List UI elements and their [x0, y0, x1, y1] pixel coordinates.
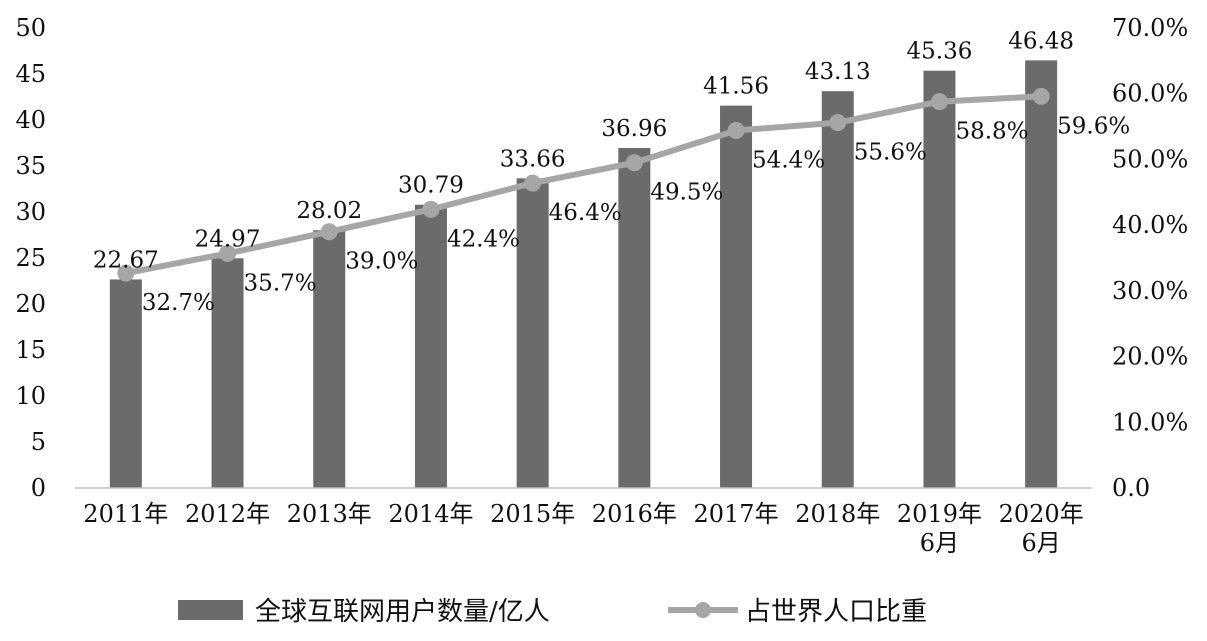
y-left-tick-label: 30 — [15, 198, 46, 226]
line-point — [524, 174, 542, 192]
bar — [923, 70, 956, 489]
line-path — [125, 93, 1042, 277]
line-point — [930, 93, 948, 111]
line-point — [1032, 87, 1050, 105]
category-label: 2019年 6月 — [897, 500, 982, 557]
right-axis-ticks: 0.0 10.0% 20.0% 30.0% 40.0% 50.0% 60.0% 70.0% — [1112, 14, 1188, 502]
y-right-tick-label: 60.0% — [1112, 80, 1188, 108]
category-label: 2016年 — [592, 500, 677, 528]
bar-value-label: 43.13 — [805, 59, 871, 85]
category-label: 2017年 — [694, 500, 779, 528]
y-left-tick-label: 35 — [15, 152, 46, 180]
bar-value-label: 28.02 — [296, 198, 362, 224]
bar-value-label: 24.97 — [195, 226, 261, 252]
line-point — [320, 223, 338, 241]
category-label: 2018年 — [795, 500, 880, 528]
y-right-tick-label: 50.0% — [1112, 145, 1188, 173]
bar — [313, 230, 346, 488]
bar — [720, 105, 753, 488]
y-right-tick-label: 30.0% — [1112, 277, 1188, 305]
bar-series — [109, 60, 1058, 489]
y-left-tick-label: 45 — [15, 60, 46, 88]
bar-value-label: 41.56 — [703, 74, 769, 100]
line-value-label: 54.4% — [752, 148, 825, 174]
bar-value-label: 45.36 — [907, 39, 973, 65]
line-point — [727, 122, 745, 140]
line-value-label: 39.0% — [345, 249, 418, 275]
bar — [821, 91, 854, 488]
line-value-label: 35.7% — [244, 270, 317, 296]
legend-swatch-marker — [695, 602, 711, 618]
line-point — [625, 154, 643, 172]
category-label: 2014年 — [388, 500, 473, 528]
y-right-tick-label: 40.0% — [1112, 211, 1188, 239]
legend-label-line: 占世界人口比重 — [745, 597, 927, 627]
line-value-label: 55.6% — [854, 140, 927, 166]
legend-label-bars: 全球互联网用户数量/亿人 — [255, 597, 550, 627]
bar — [1025, 60, 1058, 488]
y-right-tick-label: 20.0% — [1112, 343, 1188, 371]
line-point — [117, 264, 135, 282]
category-axis: 2011年 2012年 2013年 2014年 2015年 2016年 2017年 2018年… — [83, 500, 1083, 557]
line-value-label: 59.6% — [1057, 113, 1130, 139]
line-value-label: 42.4% — [447, 226, 520, 252]
y-right-tick-label: 70.0% — [1112, 14, 1188, 42]
y-left-tick-label: 15 — [15, 336, 46, 364]
bar-data-labels: 22.67 24.97 28.02 30.79 33.66 36.96 41.56 43.13… — [93, 28, 1074, 273]
line-series — [117, 87, 1050, 282]
bar-value-label: 22.67 — [93, 247, 159, 273]
legend-swatch-bars — [178, 600, 243, 620]
category-label: 2015年 — [490, 500, 575, 528]
line-point — [829, 114, 847, 132]
y-left-tick-label: 50 — [15, 14, 46, 42]
y-right-tick-label: 10.0% — [1112, 408, 1188, 436]
y-right-tick-label: 0.0 — [1112, 474, 1150, 502]
bar — [109, 279, 142, 488]
line-value-label: 32.7% — [142, 290, 215, 316]
y-left-tick-label: 25 — [15, 244, 46, 272]
category-label: 2012年 — [185, 500, 270, 528]
y-left-tick-label: 0 — [31, 474, 46, 502]
bar — [414, 204, 447, 488]
line-point — [219, 244, 237, 262]
y-left-tick-label: 10 — [15, 382, 46, 410]
line-data-labels: 32.7% 35.7% 39.0% 42.4% 46.4% 49.5% 54.4% 55.6%… — [142, 113, 1130, 316]
bar-value-label: 46.48 — [1008, 28, 1074, 54]
legend: 全球互联网用户数量/亿人 占世界人口比重 — [178, 597, 927, 627]
category-label: 2011年 — [83, 500, 168, 528]
bar — [618, 147, 651, 488]
bar-value-label: 36.96 — [601, 116, 667, 142]
bar-value-label: 33.66 — [500, 146, 566, 172]
y-left-tick-label: 40 — [15, 106, 46, 134]
y-left-tick-label: 20 — [15, 290, 46, 318]
line-value-label: 49.5% — [650, 180, 723, 206]
left-axis-ticks: 0 5 10 15 20 25 30 35 40 45 50 — [15, 14, 46, 502]
category-label: 2013年 — [287, 500, 372, 528]
category-label: 2020年 6月 — [999, 500, 1084, 557]
line-value-label: 46.4% — [549, 200, 622, 226]
y-left-tick-label: 5 — [31, 428, 46, 456]
bar — [211, 258, 244, 488]
line-value-label: 58.8% — [955, 119, 1028, 145]
line-point — [422, 200, 440, 218]
bar-value-label: 30.79 — [398, 173, 464, 199]
bar — [516, 178, 549, 488]
